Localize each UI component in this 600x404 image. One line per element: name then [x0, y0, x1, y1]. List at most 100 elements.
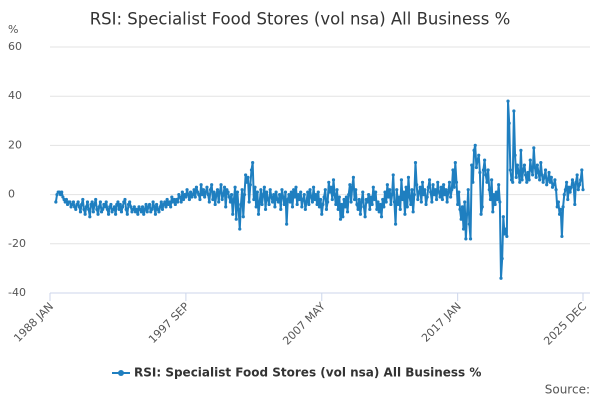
point — [178, 195, 182, 199]
point — [92, 202, 97, 207]
point — [415, 183, 419, 187]
point — [253, 185, 257, 189]
point — [89, 202, 93, 207]
point — [402, 190, 406, 194]
point — [151, 200, 155, 204]
point — [245, 180, 249, 184]
point — [292, 188, 296, 192]
point — [461, 227, 466, 231]
point — [101, 207, 105, 211]
point — [300, 205, 304, 209]
point — [184, 195, 188, 199]
point — [532, 146, 536, 150]
point — [419, 200, 423, 204]
point — [263, 207, 268, 211]
point — [283, 190, 288, 194]
point — [348, 183, 352, 187]
point — [211, 197, 215, 202]
point — [560, 234, 564, 239]
point — [403, 212, 407, 216]
point — [281, 195, 285, 199]
point — [227, 195, 231, 199]
point — [507, 121, 511, 125]
point — [278, 193, 282, 197]
point — [63, 200, 67, 204]
point — [501, 215, 505, 219]
point — [166, 202, 170, 207]
point — [374, 190, 378, 194]
point — [276, 200, 281, 204]
point — [128, 200, 132, 204]
point — [187, 197, 191, 202]
point — [436, 180, 440, 184]
point — [303, 207, 307, 211]
point — [140, 205, 145, 209]
point — [363, 215, 367, 219]
point — [321, 202, 325, 207]
point — [198, 197, 202, 202]
point — [239, 202, 243, 207]
point — [323, 188, 327, 192]
point — [275, 197, 279, 202]
point — [158, 205, 162, 209]
x-tick-label: 2007 MAY — [280, 300, 328, 348]
point — [440, 197, 445, 202]
point — [529, 168, 534, 172]
point — [293, 195, 297, 199]
point — [69, 205, 73, 209]
point — [385, 183, 389, 187]
point — [355, 202, 359, 207]
point — [345, 210, 350, 214]
point — [357, 197, 361, 202]
point — [181, 197, 186, 202]
point — [378, 202, 382, 207]
point — [579, 178, 583, 182]
point — [97, 205, 101, 209]
point — [164, 205, 168, 209]
point — [314, 193, 318, 197]
point — [129, 205, 133, 209]
point — [492, 193, 496, 197]
point — [302, 193, 306, 197]
point — [418, 185, 422, 189]
point — [372, 197, 377, 202]
point — [480, 205, 484, 209]
point — [75, 202, 79, 207]
point — [319, 197, 323, 202]
point — [155, 202, 159, 207]
point — [94, 197, 98, 202]
point — [146, 205, 150, 209]
point — [169, 205, 173, 209]
point — [313, 197, 317, 202]
point — [552, 183, 556, 187]
point — [177, 193, 181, 197]
point — [297, 197, 302, 202]
point — [498, 200, 502, 204]
point — [317, 205, 322, 209]
point — [222, 185, 227, 189]
point — [163, 200, 167, 204]
point — [438, 195, 442, 199]
point — [386, 195, 391, 199]
point — [456, 202, 460, 207]
point — [95, 207, 99, 211]
point — [542, 175, 546, 179]
point — [260, 202, 264, 207]
point — [252, 197, 256, 202]
point — [563, 188, 568, 192]
point — [106, 212, 111, 216]
point — [119, 210, 124, 214]
point — [301, 197, 305, 202]
point — [193, 195, 197, 199]
point — [351, 175, 355, 179]
point — [290, 205, 295, 209]
point — [505, 234, 509, 239]
point — [259, 188, 263, 192]
point — [204, 190, 208, 194]
point — [162, 202, 166, 207]
point — [471, 180, 475, 184]
point — [522, 163, 527, 167]
point — [487, 188, 491, 192]
point — [329, 185, 333, 189]
point — [218, 190, 222, 194]
